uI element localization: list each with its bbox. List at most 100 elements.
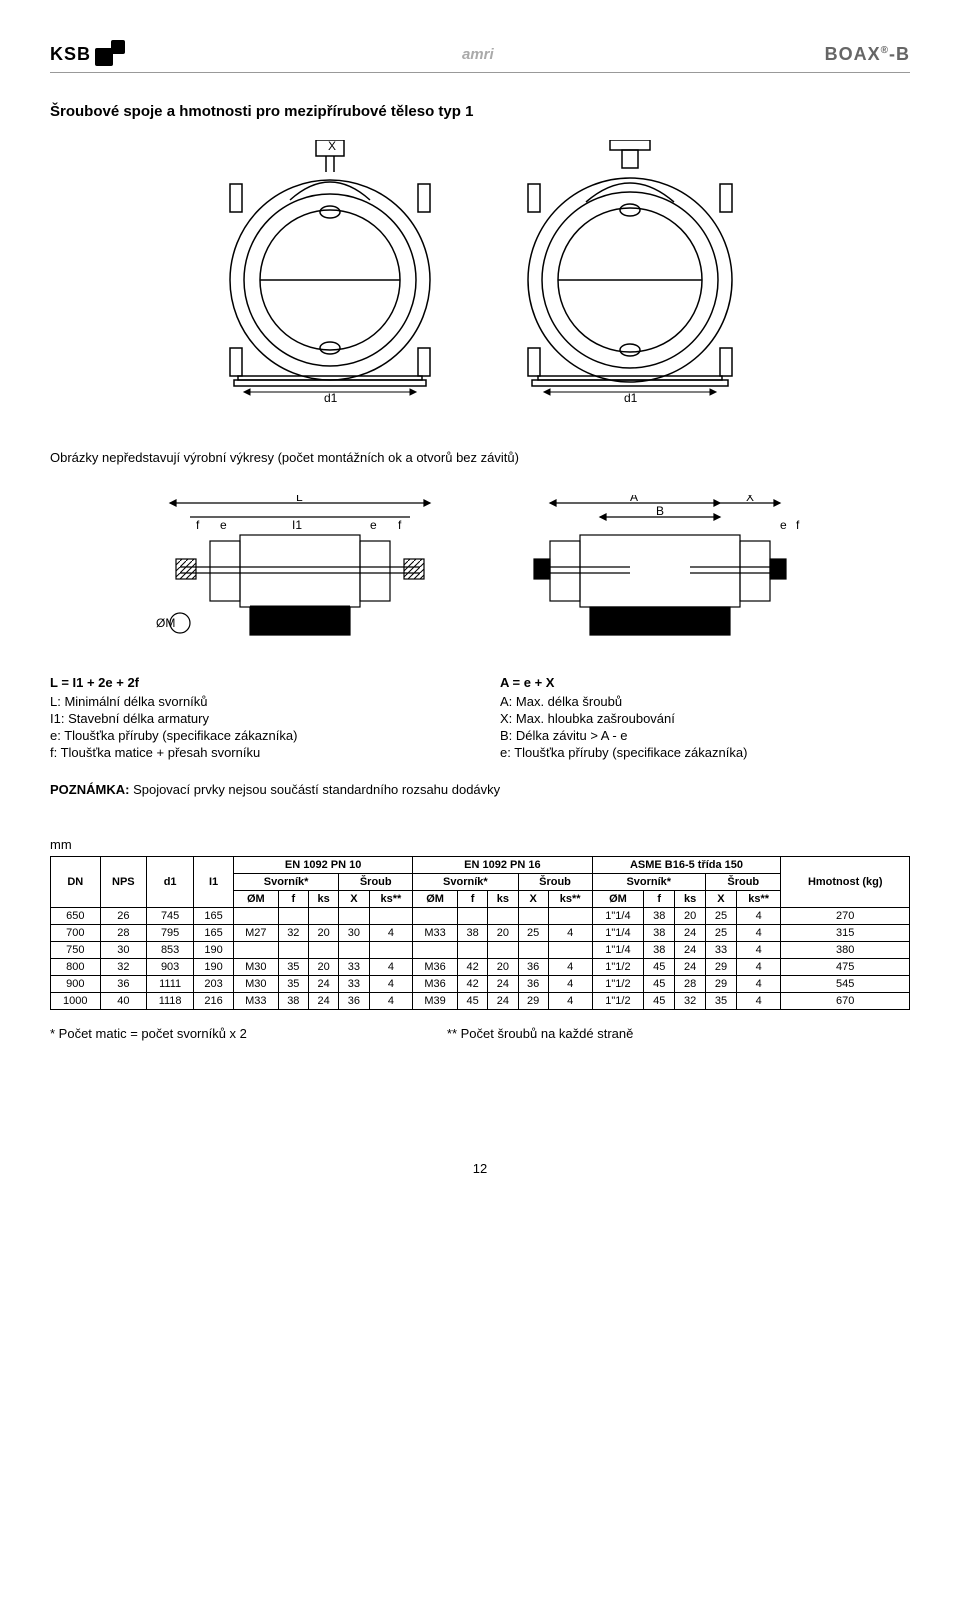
table-cell: 24 (675, 942, 706, 959)
table-cell: 4 (548, 993, 592, 1010)
table-cell (488, 908, 518, 925)
def-left-line: L: Minimální délka svorníků (50, 694, 460, 709)
table-cell (457, 908, 487, 925)
th-sub: ks** (736, 891, 781, 908)
table-cell: 1"1/2 (592, 959, 644, 976)
table-cell: 380 (781, 942, 910, 959)
table-cell: 165 (194, 908, 234, 925)
definitions: L = I1 + 2e + 2f L: Minimální délka svor… (50, 675, 910, 762)
table-cell: 30 (339, 925, 369, 942)
table-cell: 32 (278, 925, 308, 942)
table-cell (488, 942, 518, 959)
table-cell: 4 (369, 959, 413, 976)
th-sroub: Šroub (518, 874, 592, 891)
th-weight: Hmotnost (kg) (781, 857, 910, 908)
table-cell: 35 (278, 976, 308, 993)
th-d1: d1 (147, 857, 194, 908)
svg-text:B: B (656, 504, 664, 518)
table-cell: 32 (675, 993, 706, 1010)
table-cell: 745 (147, 908, 194, 925)
svg-text:d1: d1 (324, 391, 338, 405)
front-view-right: d1 (510, 140, 750, 420)
table-cell: 28 (100, 925, 147, 942)
table-cell: 650 (51, 908, 101, 925)
th-sub: ks** (548, 891, 592, 908)
th-sub: ks (488, 891, 518, 908)
table-cell: 20 (675, 908, 706, 925)
table-cell: 36 (518, 976, 548, 993)
table-cell: 1000 (51, 993, 101, 1010)
table-cell: 24 (488, 976, 518, 993)
def-left-line: I1: Stavební délka armatury (50, 711, 460, 726)
th-sub: f (644, 891, 675, 908)
table-cell: 903 (147, 959, 194, 976)
table-cell: 1111 (147, 976, 194, 993)
section-left: L f e I1 e f ØM (150, 495, 450, 645)
table-cell: 1"1/2 (592, 993, 644, 1010)
th-svornik: Svorník* (592, 874, 706, 891)
table-cell: 270 (781, 908, 910, 925)
table-cell: 45 (644, 976, 675, 993)
table-cell: 4 (736, 908, 781, 925)
table-cell: 35 (706, 993, 737, 1010)
table-cell: M33 (413, 925, 458, 942)
table-cell: 42 (457, 959, 487, 976)
table-cell: 24 (308, 993, 338, 1010)
table-cell: M39 (413, 993, 458, 1010)
th-sroub: Šroub (339, 874, 413, 891)
table-row: 750308531901"1/43824334380 (51, 942, 910, 959)
svg-text:X: X (746, 495, 754, 504)
svg-text:L: L (296, 495, 303, 504)
table-cell (233, 908, 278, 925)
footnotes: * Počet matic = počet svorníků x 2 ** Po… (50, 1026, 910, 1041)
boax-brand: BOAX®-B (825, 44, 910, 65)
table-cell: 33 (339, 976, 369, 993)
table-cell: 4 (369, 993, 413, 1010)
table-cell: 475 (781, 959, 910, 976)
table-cell: M33 (233, 993, 278, 1010)
th-sroub: Šroub (706, 874, 781, 891)
table-cell: 24 (675, 925, 706, 942)
table-cell: 1118 (147, 993, 194, 1010)
table-row: 900361111203M303524334M3642243641"1/2452… (51, 976, 910, 993)
front-view-left: X d1 (210, 140, 450, 420)
note-text: Spojovací prvky nejsou součástí standard… (133, 782, 500, 797)
ksb-logo-shapes-icon (95, 40, 131, 68)
table-cell (339, 942, 369, 959)
table-cell (278, 908, 308, 925)
table-cell: M36 (413, 976, 458, 993)
table-cell (308, 942, 338, 959)
front-drawings: X d1 (50, 140, 910, 420)
th-group: EN 1092 PN 10 (233, 857, 412, 874)
svg-text:e: e (220, 518, 227, 532)
section-drawings: L f e I1 e f ØM (50, 495, 910, 645)
table-cell: 38 (457, 925, 487, 942)
table-cell: 45 (457, 993, 487, 1010)
th-sub: f (278, 891, 308, 908)
table-cell: 216 (194, 993, 234, 1010)
table-cell (548, 908, 592, 925)
table-cell: 4 (736, 993, 781, 1010)
page-header: KSB amri BOAX®-B (50, 40, 910, 73)
table-cell: 36 (518, 959, 548, 976)
table-cell: 670 (781, 993, 910, 1010)
th-sub: ks (308, 891, 338, 908)
table-cell: 24 (308, 976, 338, 993)
table-cell: 40 (100, 993, 147, 1010)
table-cell: 45 (644, 959, 675, 976)
th-sub: ks (675, 891, 706, 908)
table-cell: 750 (51, 942, 101, 959)
table-cell: 28 (675, 976, 706, 993)
table-cell (518, 942, 548, 959)
svg-text:f: f (398, 518, 402, 532)
table-cell: 45 (644, 993, 675, 1010)
table-cell: 190 (194, 959, 234, 976)
table-cell: 36 (339, 993, 369, 1010)
def-right-line: e: Tloušťka příruby (specifikace zákazní… (500, 745, 910, 760)
table-cell (369, 942, 413, 959)
th-group: ASME B16-5 třída 150 (592, 857, 781, 874)
svg-text:e: e (780, 518, 787, 532)
table-cell: 20 (308, 925, 338, 942)
th-group: EN 1092 PN 16 (413, 857, 592, 874)
table-cell: 165 (194, 925, 234, 942)
